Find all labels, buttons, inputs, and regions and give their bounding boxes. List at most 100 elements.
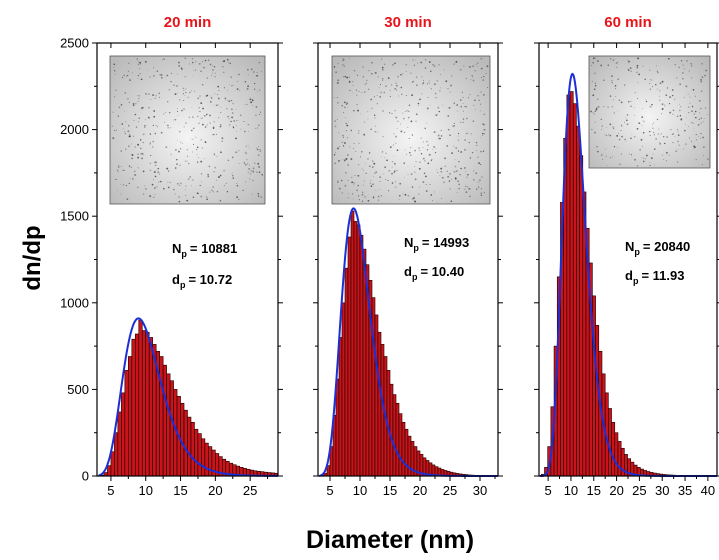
bar bbox=[335, 378, 340, 477]
panel-2: 5 10 15 20 25 30 30 min Np = 14993 dp = 10.40 bbox=[313, 14, 503, 498]
dp-annotation: dp = 11.93 bbox=[625, 268, 684, 286]
x-tick-label: 20 bbox=[413, 483, 427, 498]
bar bbox=[128, 356, 133, 477]
y-tick-label: 500 bbox=[67, 382, 89, 397]
bar bbox=[208, 446, 213, 477]
bar bbox=[614, 432, 619, 477]
x-tick-label: 35 bbox=[678, 483, 692, 498]
x-tick-label: 25 bbox=[443, 483, 457, 498]
y-tick-label: 2000 bbox=[60, 122, 89, 137]
bar bbox=[576, 125, 580, 477]
bar bbox=[611, 422, 616, 477]
bar bbox=[359, 234, 364, 477]
dp-annotation: dp = 10.72 bbox=[172, 272, 232, 290]
bar bbox=[356, 224, 361, 477]
x-tick-label: 5 bbox=[107, 483, 114, 498]
bar bbox=[595, 325, 600, 477]
bar bbox=[117, 411, 122, 477]
bar bbox=[398, 413, 403, 477]
bar bbox=[572, 103, 577, 477]
bar bbox=[341, 302, 346, 477]
dp-annotation: dp = 10.40 bbox=[404, 264, 464, 282]
panel-title: 60 min bbox=[604, 14, 652, 31]
bar bbox=[194, 428, 199, 477]
np-annotation: Np = 20840 bbox=[625, 239, 690, 257]
x-tick-label: 30 bbox=[473, 483, 487, 498]
x-tick-label: 5 bbox=[545, 483, 552, 498]
y-tick-label: 1000 bbox=[60, 295, 89, 310]
bar bbox=[162, 364, 167, 477]
bar bbox=[187, 416, 192, 477]
x-tick-label: 10 bbox=[564, 483, 578, 498]
bar bbox=[401, 422, 406, 477]
x-tick-label: 10 bbox=[353, 483, 367, 498]
bar bbox=[134, 333, 140, 477]
y-tick-label: 2500 bbox=[60, 36, 89, 51]
bar bbox=[392, 394, 397, 477]
x-tick-label: 25 bbox=[243, 483, 257, 498]
bar bbox=[138, 319, 143, 477]
panels: 5 10 15 20 25 0 500 1000 1500 2000 2500 20 min Np = 1… bbox=[60, 14, 719, 498]
x-tick-label: 40 bbox=[701, 483, 715, 498]
bar bbox=[407, 435, 412, 477]
bar bbox=[389, 383, 394, 477]
bar bbox=[404, 428, 409, 477]
bar bbox=[166, 373, 171, 477]
bar bbox=[350, 210, 355, 477]
x-tick-label: 5 bbox=[326, 483, 333, 498]
bar bbox=[617, 441, 622, 477]
bar bbox=[566, 94, 571, 477]
y-tick-label: 0 bbox=[82, 469, 89, 484]
bar bbox=[107, 465, 112, 477]
inset-micrograph bbox=[331, 55, 491, 205]
bar bbox=[145, 331, 150, 477]
bar bbox=[148, 337, 153, 477]
bar bbox=[201, 438, 206, 477]
bar bbox=[131, 338, 136, 477]
x-tick-label: 10 bbox=[138, 483, 152, 498]
bar bbox=[159, 356, 164, 477]
bar bbox=[362, 248, 367, 477]
inset-micrograph bbox=[109, 55, 266, 205]
inset-micrograph bbox=[588, 55, 711, 169]
x-tick-label: 15 bbox=[587, 483, 601, 498]
bar bbox=[124, 370, 129, 477]
x-tick-label: 25 bbox=[632, 483, 646, 498]
x-tick-label: 15 bbox=[383, 483, 397, 498]
bar bbox=[114, 432, 119, 477]
y-tick-label: 1500 bbox=[60, 209, 89, 224]
bar bbox=[183, 409, 188, 477]
bar bbox=[374, 314, 379, 477]
bar bbox=[608, 408, 612, 477]
bar bbox=[338, 337, 343, 477]
bar bbox=[204, 442, 209, 477]
bar bbox=[110, 451, 115, 477]
bar bbox=[371, 297, 376, 477]
bar bbox=[169, 380, 174, 477]
bar bbox=[344, 267, 349, 477]
bar bbox=[141, 330, 147, 477]
np-annotation: Np = 10881 bbox=[172, 241, 237, 259]
panel-title: 20 min bbox=[164, 14, 212, 31]
bar bbox=[197, 433, 202, 477]
x-axis-label: Diameter (nm) bbox=[306, 526, 474, 554]
x-tick-label: 30 bbox=[655, 483, 669, 498]
panel-title: 30 min bbox=[384, 14, 432, 31]
panel-1: 5 10 15 20 25 0 500 1000 1500 2000 2500 20 min Np = 1… bbox=[60, 14, 283, 498]
x-tick-label: 20 bbox=[609, 483, 623, 498]
bar bbox=[569, 91, 574, 477]
x-tick-label: 20 bbox=[208, 483, 222, 498]
bar bbox=[353, 221, 358, 477]
bar bbox=[121, 392, 126, 477]
bar bbox=[377, 331, 382, 477]
np-annotation: Np = 14993 bbox=[404, 235, 469, 253]
panel-3: 5 10 15 20 25 30 35 40 60 min Np = 20840 dp = 11.93 bbox=[534, 14, 719, 498]
bar bbox=[347, 236, 352, 477]
bar bbox=[190, 422, 195, 477]
bars bbox=[320, 210, 499, 477]
x-tick-label: 15 bbox=[173, 483, 187, 498]
y-axis-label: dn/dp bbox=[19, 225, 46, 290]
bar bbox=[579, 155, 584, 477]
bar bbox=[395, 402, 400, 477]
